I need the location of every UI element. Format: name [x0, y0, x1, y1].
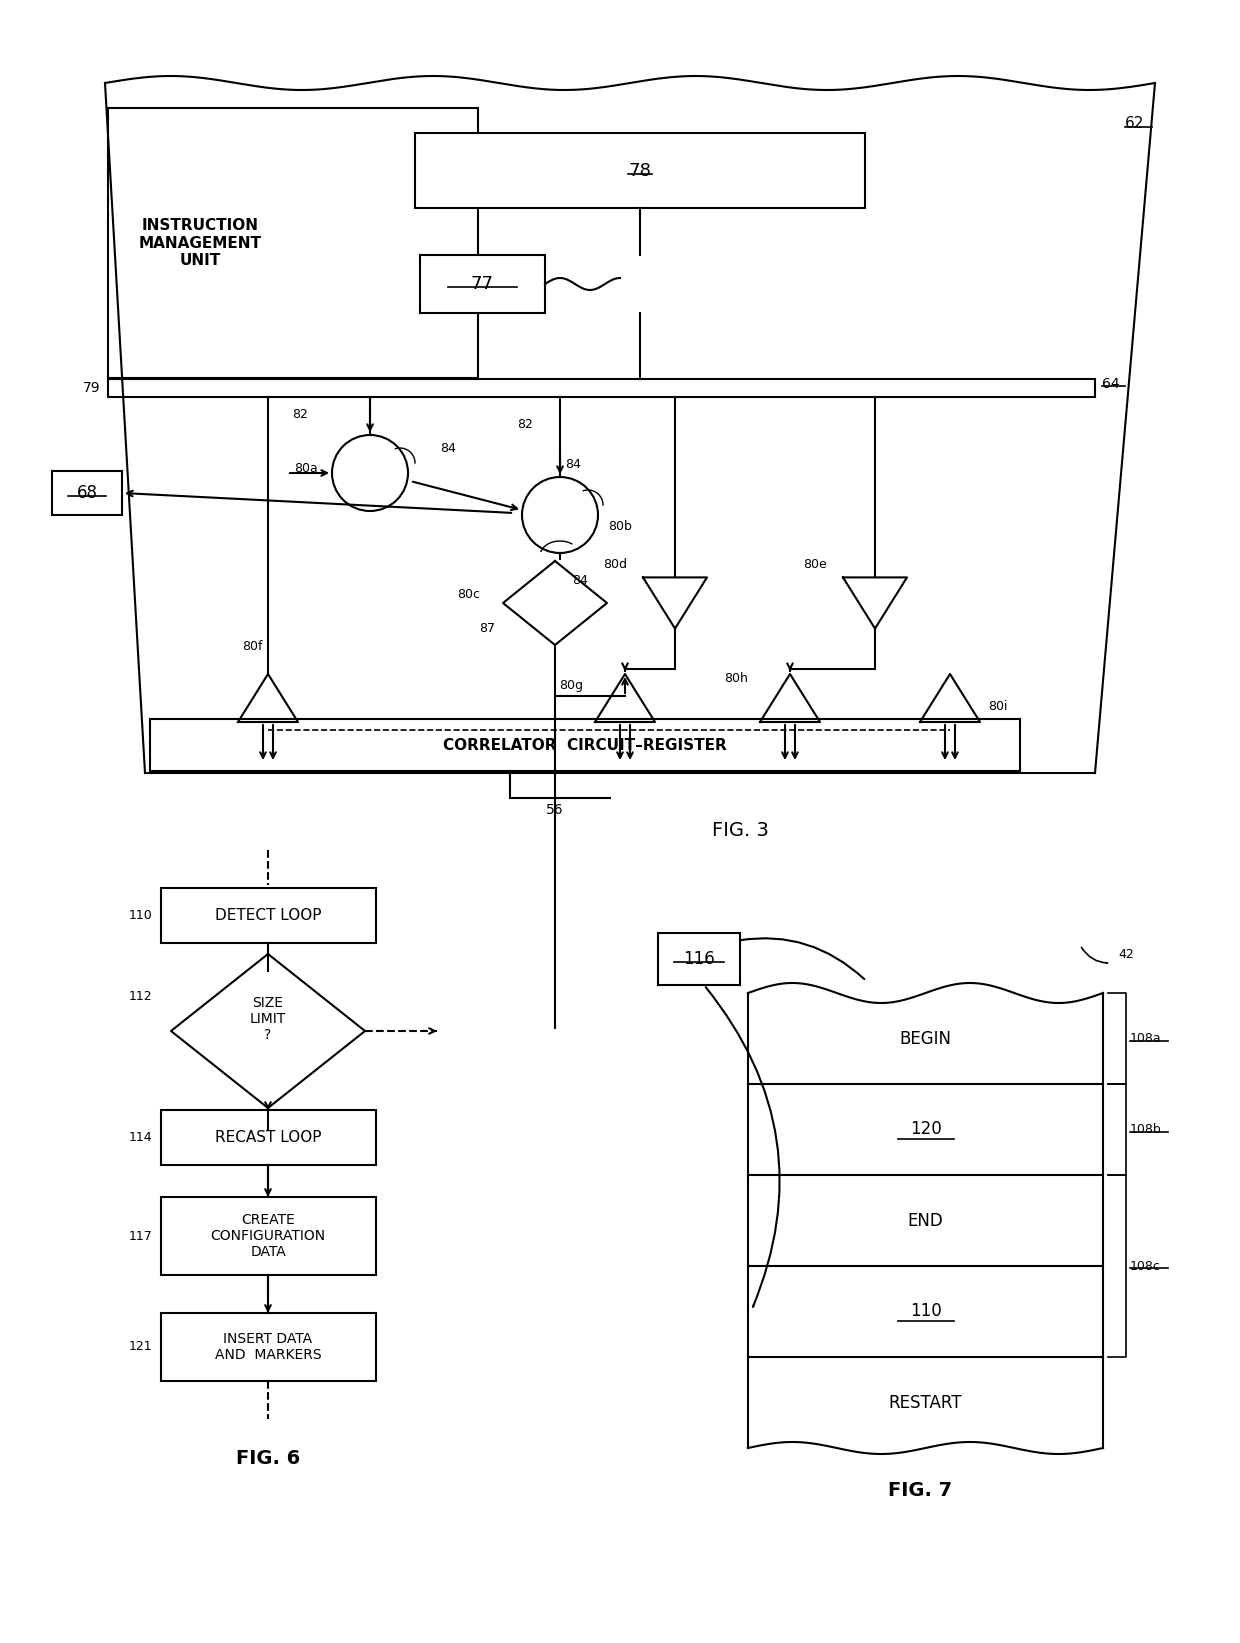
Text: 80d: 80d	[603, 559, 627, 572]
Text: 120: 120	[910, 1121, 941, 1139]
Text: 82: 82	[293, 409, 308, 422]
Bar	[420, 255, 546, 314]
Text: 80g: 80g	[559, 680, 583, 692]
Text: 77: 77	[471, 274, 494, 292]
Text: FIG. 3: FIG. 3	[712, 822, 769, 840]
Bar	[415, 133, 866, 209]
Text: 110: 110	[129, 909, 153, 922]
Text: 84: 84	[565, 458, 580, 472]
Text: 117: 117	[129, 1229, 153, 1242]
Text: 80h: 80h	[724, 672, 748, 685]
Text: 87: 87	[479, 621, 495, 634]
Bar	[160, 1198, 376, 1275]
Text: 108b: 108b	[1130, 1124, 1162, 1135]
Text: FIG. 6: FIG. 6	[236, 1449, 300, 1467]
Text: RESTART: RESTART	[889, 1393, 962, 1411]
Text: 108c: 108c	[1130, 1260, 1161, 1272]
Text: 80e: 80e	[804, 559, 827, 572]
Text: 80b: 80b	[608, 521, 632, 534]
Text: FIG. 7: FIG. 7	[888, 1482, 952, 1500]
Text: END: END	[908, 1211, 944, 1229]
FancyArrowPatch shape	[706, 987, 780, 1306]
Text: 64: 64	[1102, 376, 1120, 391]
Bar	[160, 887, 376, 943]
Text: 80f: 80f	[243, 639, 263, 652]
Text: 84: 84	[572, 575, 588, 588]
Text: 84: 84	[440, 442, 456, 455]
Text: 56: 56	[546, 803, 564, 817]
Bar	[160, 1313, 376, 1382]
Text: CORRELATOR  CIRCUIT–REGISTER: CORRELATOR CIRCUIT–REGISTER	[443, 738, 727, 752]
Text: 80a: 80a	[294, 462, 317, 475]
Text: SIZE
LIMIT
?: SIZE LIMIT ?	[250, 996, 286, 1042]
Text: 80i: 80i	[988, 700, 1007, 713]
Text: 114: 114	[129, 1130, 153, 1144]
Text: 116: 116	[683, 950, 715, 968]
Text: 80c: 80c	[458, 588, 480, 601]
Bar	[108, 108, 477, 378]
Text: BEGIN: BEGIN	[899, 1030, 951, 1048]
Text: 42: 42	[1118, 948, 1133, 961]
Text: 78: 78	[629, 161, 651, 179]
Bar	[108, 380, 1095, 398]
Text: INSTRUCTION
MANAGEMENT
UNIT: INSTRUCTION MANAGEMENT UNIT	[139, 219, 262, 268]
Bar	[658, 933, 740, 986]
Text: DETECT LOOP: DETECT LOOP	[215, 909, 321, 923]
Text: 79: 79	[82, 381, 100, 394]
Text: 108a: 108a	[1130, 1032, 1162, 1045]
Text: 68: 68	[77, 485, 98, 503]
Text: CREATE
CONFIGURATION
DATA: CREATE CONFIGURATION DATA	[211, 1213, 326, 1259]
Text: 82: 82	[517, 419, 533, 432]
Text: 62: 62	[1125, 115, 1145, 130]
Text: 121: 121	[129, 1341, 153, 1354]
Text: RECAST LOOP: RECAST LOOP	[215, 1130, 321, 1145]
FancyArrowPatch shape	[1081, 948, 1107, 963]
Bar	[52, 472, 122, 514]
Text: 110: 110	[910, 1303, 941, 1321]
Text: INSERT DATA
AND  MARKERS: INSERT DATA AND MARKERS	[215, 1332, 321, 1362]
Bar	[160, 1111, 376, 1165]
Bar	[150, 720, 1021, 771]
FancyArrowPatch shape	[740, 938, 864, 979]
Text: 112: 112	[129, 989, 153, 1002]
